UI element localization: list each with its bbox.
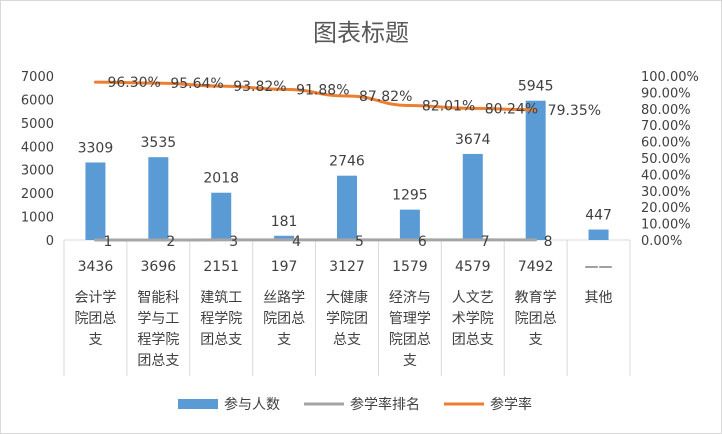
category-label: 丝路学 — [263, 290, 305, 306]
line-data-label: 6 — [418, 234, 427, 250]
bar-data-label: 5945 — [518, 79, 554, 95]
line-data-label: 79.35% — [548, 103, 601, 119]
category-sub-label: 2151 — [203, 259, 239, 275]
left-axis-tick: 7000 — [21, 70, 54, 85]
right-axis-tick: 100.00% — [641, 70, 699, 85]
line-data-label: 91.88% — [296, 82, 349, 98]
category-label: 团总支 — [200, 332, 242, 348]
line-data-label: 1 — [103, 234, 112, 250]
line-data-label: 3 — [229, 234, 238, 250]
line-data-label: 4 — [292, 234, 301, 250]
category-label: 管理学 — [389, 311, 431, 327]
category-label: 术学院 — [452, 311, 494, 327]
right-axis-tick: 10.00% — [641, 218, 691, 233]
line-data-label: 2 — [166, 234, 175, 250]
bar — [274, 235, 295, 240]
bar — [211, 192, 232, 240]
right-axis-tick: 30.00% — [641, 185, 691, 200]
left-axis-tick: 0 — [46, 234, 54, 249]
legend-label: 参学率排名 — [350, 396, 420, 413]
bar-data-label: 447 — [585, 208, 612, 224]
bar — [462, 153, 483, 240]
bar-data-label: 181 — [271, 214, 298, 230]
bar-data-label: 2746 — [329, 154, 365, 170]
legend-label: 参学率 — [490, 396, 532, 413]
right-axis-tick: 90.00% — [641, 86, 691, 101]
bar — [588, 229, 609, 240]
legend: 参与人数 参学率排名 参学率 — [178, 396, 532, 413]
category-label: 团总支 — [452, 332, 494, 348]
category-label: 支 — [403, 353, 417, 369]
bar-data-label: 3535 — [141, 135, 177, 151]
category-label: 院团总 — [263, 311, 305, 327]
line-data-label: 95.64% — [170, 76, 223, 92]
category-label: 院团总 — [74, 311, 116, 327]
bar-data-label: 1295 — [392, 188, 428, 204]
right-axis-tick: 60.00% — [641, 136, 691, 151]
category-label: 支 — [529, 332, 543, 348]
bar — [525, 100, 546, 241]
left-axis-tick: 6000 — [21, 93, 54, 108]
category-label: 大健康 — [326, 289, 368, 306]
category-label: 学院团 — [326, 311, 368, 327]
category-label: 教育学 — [515, 290, 557, 306]
left-axis-tick: 2000 — [21, 187, 54, 202]
category-label: 智能科 — [137, 290, 179, 306]
bar — [85, 162, 106, 240]
right-axis-tick: 0.00% — [641, 234, 682, 249]
category-label: 其他 — [585, 290, 613, 306]
category-label: 院团总 — [389, 332, 431, 348]
right-axis-tick: 40.00% — [641, 168, 691, 183]
category-sub-label: 1579 — [392, 259, 428, 275]
category-sub-label: 4579 — [455, 259, 491, 275]
category-sub-label: —— — [585, 259, 613, 275]
category-sub-label: 7492 — [518, 259, 554, 275]
right-axis-tick: 50.00% — [641, 152, 691, 167]
right-axis-tick: 70.00% — [641, 119, 691, 134]
category-sub-label: 197 — [271, 259, 298, 275]
bar-data-label: 2018 — [203, 171, 239, 187]
category-label: 建筑工 — [200, 290, 242, 306]
line-data-label: 8 — [544, 234, 553, 250]
legend-label: 参与人数 — [224, 396, 280, 413]
category-label: 院团总 — [515, 311, 557, 327]
category-label: 总支 — [333, 332, 361, 348]
left-axis-tick: 5000 — [21, 117, 54, 132]
line-data-label: 96.30% — [107, 75, 160, 91]
category-label: 程学院 — [200, 311, 242, 327]
category-label: 支 — [277, 332, 291, 348]
category-sub-label: 3436 — [78, 259, 114, 275]
line-data-label: 5 — [355, 234, 364, 250]
bar — [399, 209, 420, 240]
category-label: 团总支 — [137, 353, 179, 369]
line-data-label: 93.82% — [233, 79, 286, 95]
plot-area: 0 1000 2000 3000 4000 5000 6000 7000 0.00%10.00%… — [21, 70, 699, 376]
left-axis-tick: 1000 — [21, 211, 54, 226]
bar — [337, 175, 357, 240]
legend-swatch — [178, 399, 218, 409]
category-sub-label: 3696 — [141, 259, 177, 275]
category-label: 支 — [88, 332, 102, 348]
chart-title: 图表标题 — [313, 19, 409, 47]
bar-data-label: 3309 — [78, 140, 114, 156]
left-axis-tick: 3000 — [21, 164, 54, 179]
category-label: 学与工 — [137, 311, 179, 327]
left-axis-tick: 4000 — [21, 140, 54, 155]
line-data-label: 82.01% — [422, 99, 475, 115]
series-line — [93, 80, 538, 112]
line-data-label: 7 — [481, 234, 490, 250]
right-axis-tick: 20.00% — [641, 201, 691, 216]
category-sub-label: 3127 — [329, 259, 365, 275]
line-data-label: 87.82% — [359, 89, 412, 105]
category-label: 经济与 — [389, 290, 431, 306]
category-label: 人文艺 — [452, 290, 494, 306]
right-axis-tick: 80.00% — [641, 103, 691, 118]
bar-data-label: 3674 — [455, 132, 491, 148]
line-data-label: 80.24% — [485, 101, 538, 117]
category-label: 会计学 — [74, 290, 116, 306]
bar — [148, 157, 169, 240]
category-label: 程学院 — [137, 332, 179, 348]
